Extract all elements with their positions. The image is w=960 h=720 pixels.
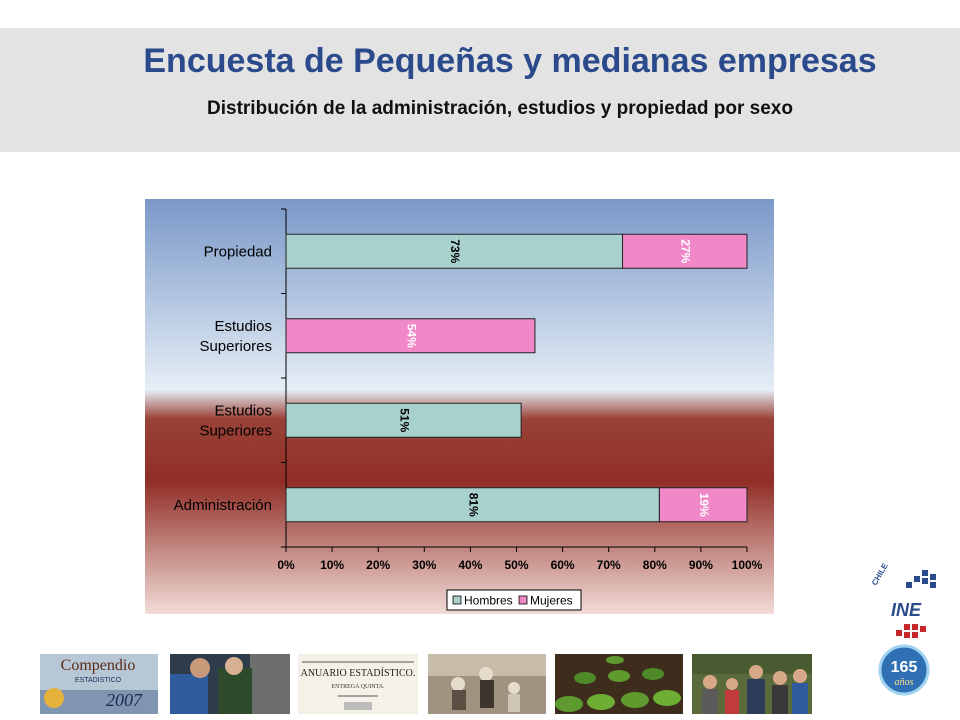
data-label: 81% (467, 493, 481, 517)
anuario-title: ANUARIO ESTADÍSTICO. (301, 667, 416, 679)
legend-label-hombres: Hombres (464, 594, 513, 608)
compendio-thumbnail: Compendio ESTADISTICO 2007 (40, 654, 158, 714)
data-label: 54% (404, 324, 418, 348)
x-tick-label: 80% (643, 558, 667, 572)
data-label: 73% (448, 239, 462, 263)
x-tick-label: 30% (412, 558, 436, 572)
legend-box (446, 589, 582, 611)
people-photo-thumbnail (170, 654, 290, 714)
stacked-bar-chart: Propiedad 73% 27% Estudios Superiores 54% Estu… (145, 199, 774, 614)
category-label: Estudios Superiores (199, 402, 272, 439)
x-tick-label: 70% (597, 558, 621, 572)
x-tick-label: 60% (551, 558, 575, 572)
x-tick-label: 0% (277, 558, 295, 572)
category-label: Propiedad (204, 243, 272, 260)
data-label: 19% (697, 493, 711, 517)
x-tick-label: 100% (732, 558, 763, 572)
ine-logo-country: CHILE (870, 561, 890, 587)
anniversary-badge-icon (878, 644, 930, 696)
header-band (0, 28, 960, 152)
legend-swatch-mujeres (518, 595, 528, 605)
page-subtitle: Distribución de la administración, estud… (207, 98, 793, 119)
x-tick-label: 50% (504, 558, 528, 572)
bar-mujeres (658, 487, 748, 523)
anuario-subtitle: ENTREGA QUINTA. (331, 684, 385, 690)
category-label: Administración (174, 497, 272, 514)
ine-logo-acronym: INE (891, 600, 922, 620)
category-label: Estudios Superiores (199, 318, 272, 355)
compendio-subtitle: ESTADISTICO (75, 677, 122, 684)
ine-logo: CHILE INE 165 años (870, 561, 936, 696)
bar-mujeres (285, 318, 536, 354)
anniversary-word: años (895, 677, 914, 688)
bar-mujeres (622, 233, 748, 269)
anniversary-number: 165 (891, 659, 918, 676)
x-tick-label: 90% (689, 558, 713, 572)
data-label: 51% (397, 408, 411, 432)
compendio-title: Compendio (61, 657, 136, 674)
x-tick-label: 10% (320, 558, 344, 572)
legend-label-mujeres: Mujeres (530, 594, 573, 608)
historic-photo-thumbnail (428, 654, 546, 714)
family-photo-thumbnail (692, 654, 812, 714)
x-tick-label: 40% (458, 558, 482, 572)
x-tick-label: 20% (366, 558, 390, 572)
compendio-year: 2007 (106, 690, 143, 710)
data-label: 27% (679, 239, 693, 263)
anuario-thumbnail: ANUARIO ESTADÍSTICO. ENTREGA QUINTA. (298, 654, 418, 714)
bar-hombres (285, 487, 660, 523)
ine-logo-grid (896, 570, 936, 638)
bar-hombres (285, 402, 522, 438)
legend-swatch-hombres (452, 595, 462, 605)
crops-photo-thumbnail (555, 654, 683, 714)
globe-icon (44, 688, 64, 708)
page-title: Encuesta de Pequeñas y medianas empresas (143, 42, 877, 80)
